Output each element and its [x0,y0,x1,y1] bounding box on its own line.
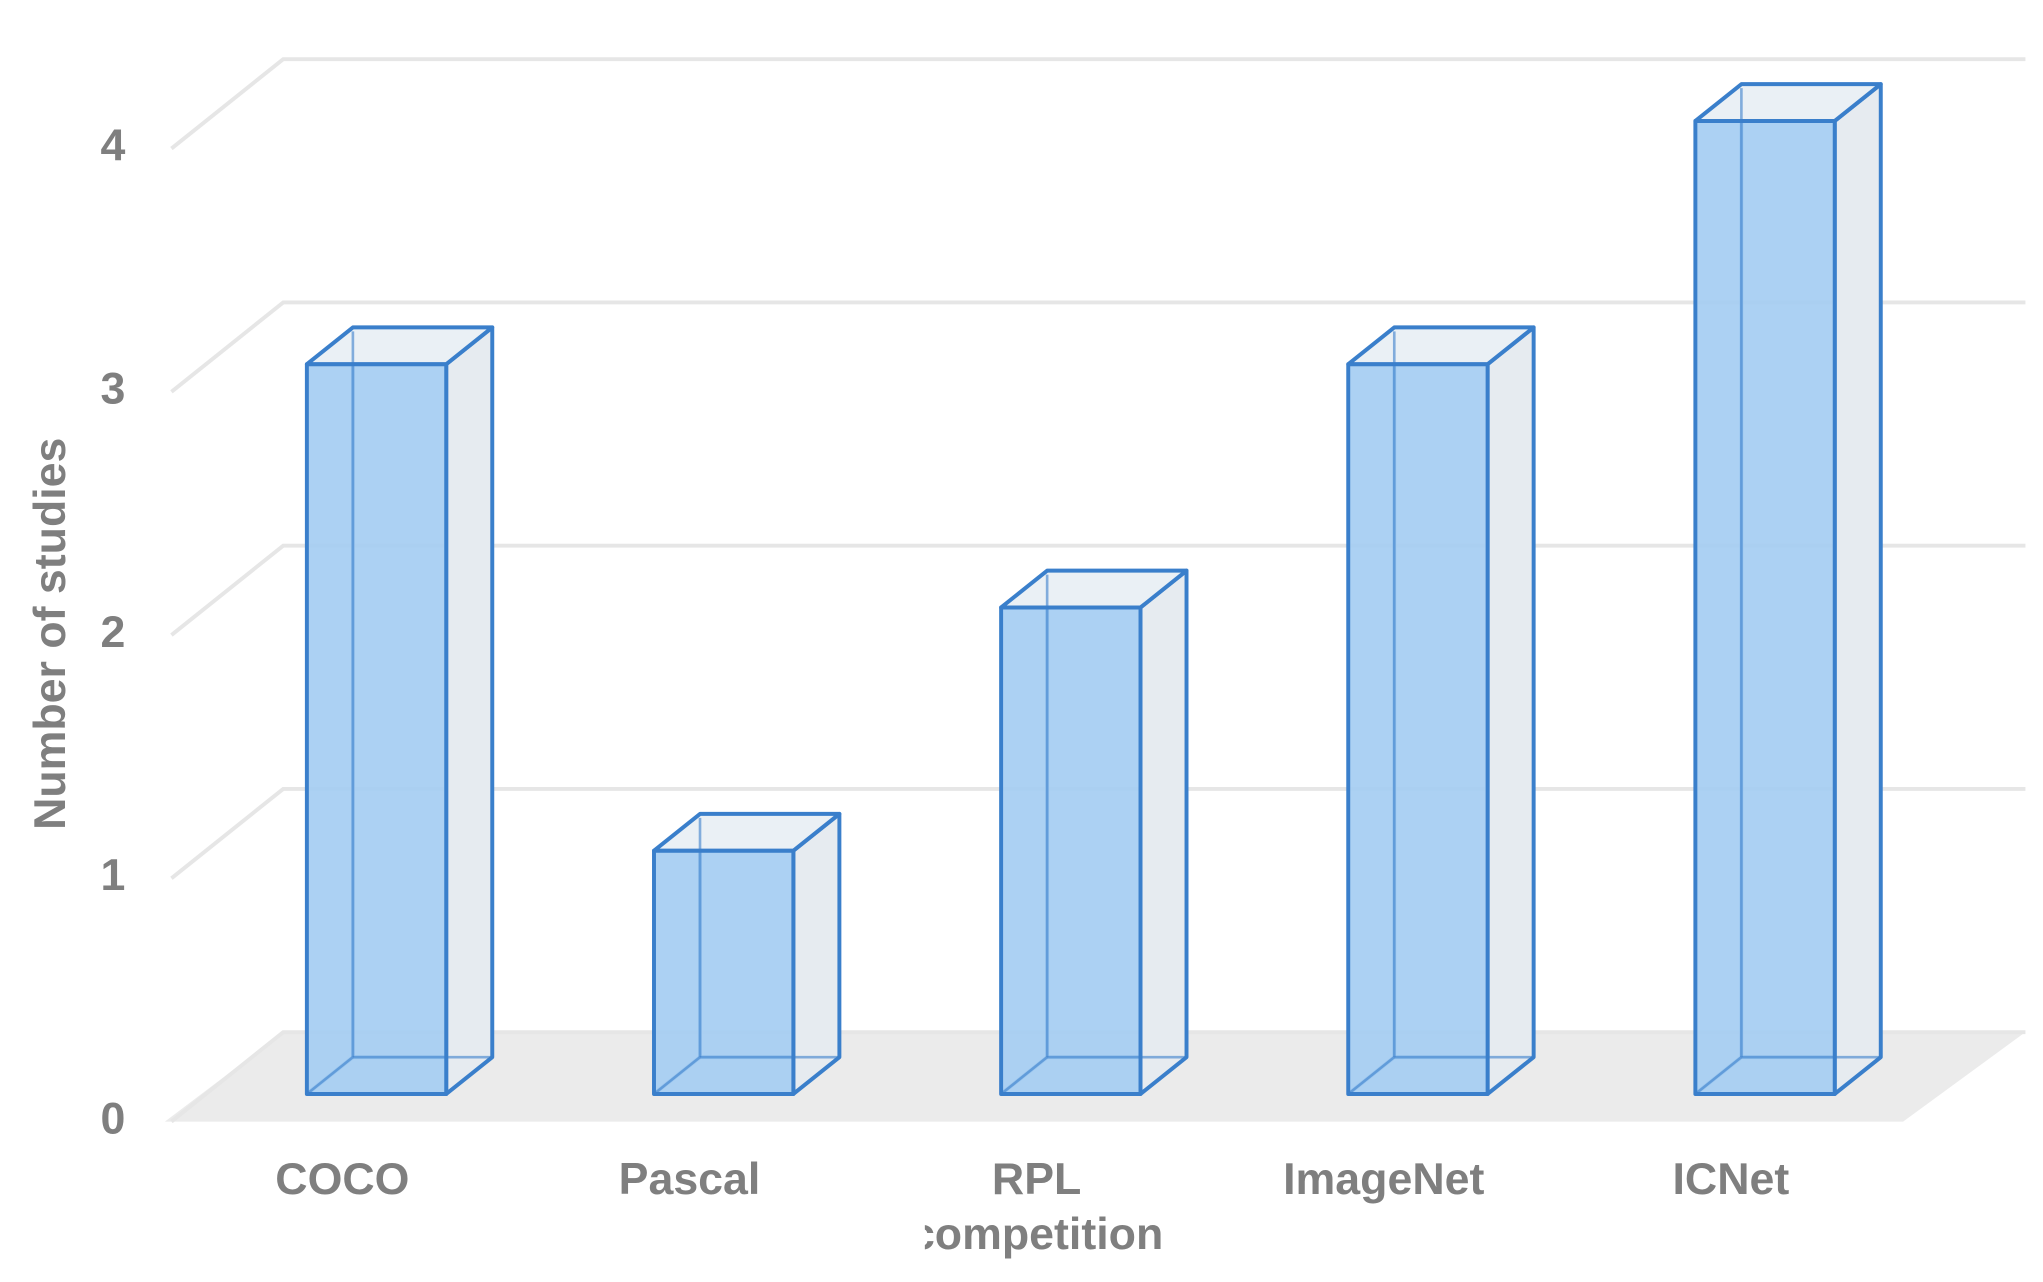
bar [1693,118,1837,1096]
x-tick-label-box: COCO [275,1154,410,1205]
x-tick-label: ICNet [1672,1154,1790,1205]
bar [999,605,1143,1096]
bar-inner-edge [306,1056,354,1096]
bar-3d [999,568,1189,1096]
bar-side [791,811,842,1096]
x-tick-label-box: Pascal [618,1154,761,1205]
x-tick-label: ImageNet [1283,1154,1485,1205]
x-tick-label-box: ImageNet [1283,1154,1485,1205]
bar-side [1832,82,1883,1096]
y-tick-label: 2 [101,608,126,657]
bar [304,362,449,1096]
x-tick-label: RPL competition [924,1154,1164,1260]
x-tick-label: Pascal [618,1154,761,1205]
bar-inner-edge [1694,1056,1743,1096]
grid-line [170,57,2026,151]
bar-inner-edge [653,1056,701,1096]
bar [652,848,796,1096]
bar-3d [652,811,842,1096]
bar-inner-edge [1347,1056,1396,1096]
x-tick-label-box: RPL competition [924,1154,1164,1260]
bar-3d [1693,82,1883,1096]
bar [1346,362,1490,1096]
x-tick-label-box: ICNet [1672,1154,1790,1205]
y-axis-label: Number of studies [26,438,75,830]
grid-line [170,300,2026,394]
y-tick-label: 4 [101,121,126,170]
bar-side [444,325,495,1096]
bar-3d [304,325,495,1096]
y-tick-label: 1 [101,851,126,900]
bar-inner-edge [1000,1056,1048,1096]
bar-3d [1346,325,1536,1096]
y-tick-label: 0 [101,1094,126,1143]
bar-side [1485,325,1536,1096]
bar-side [1138,568,1189,1096]
y-tick-label: 3 [101,365,126,414]
x-tick-label: COCO [275,1154,410,1205]
